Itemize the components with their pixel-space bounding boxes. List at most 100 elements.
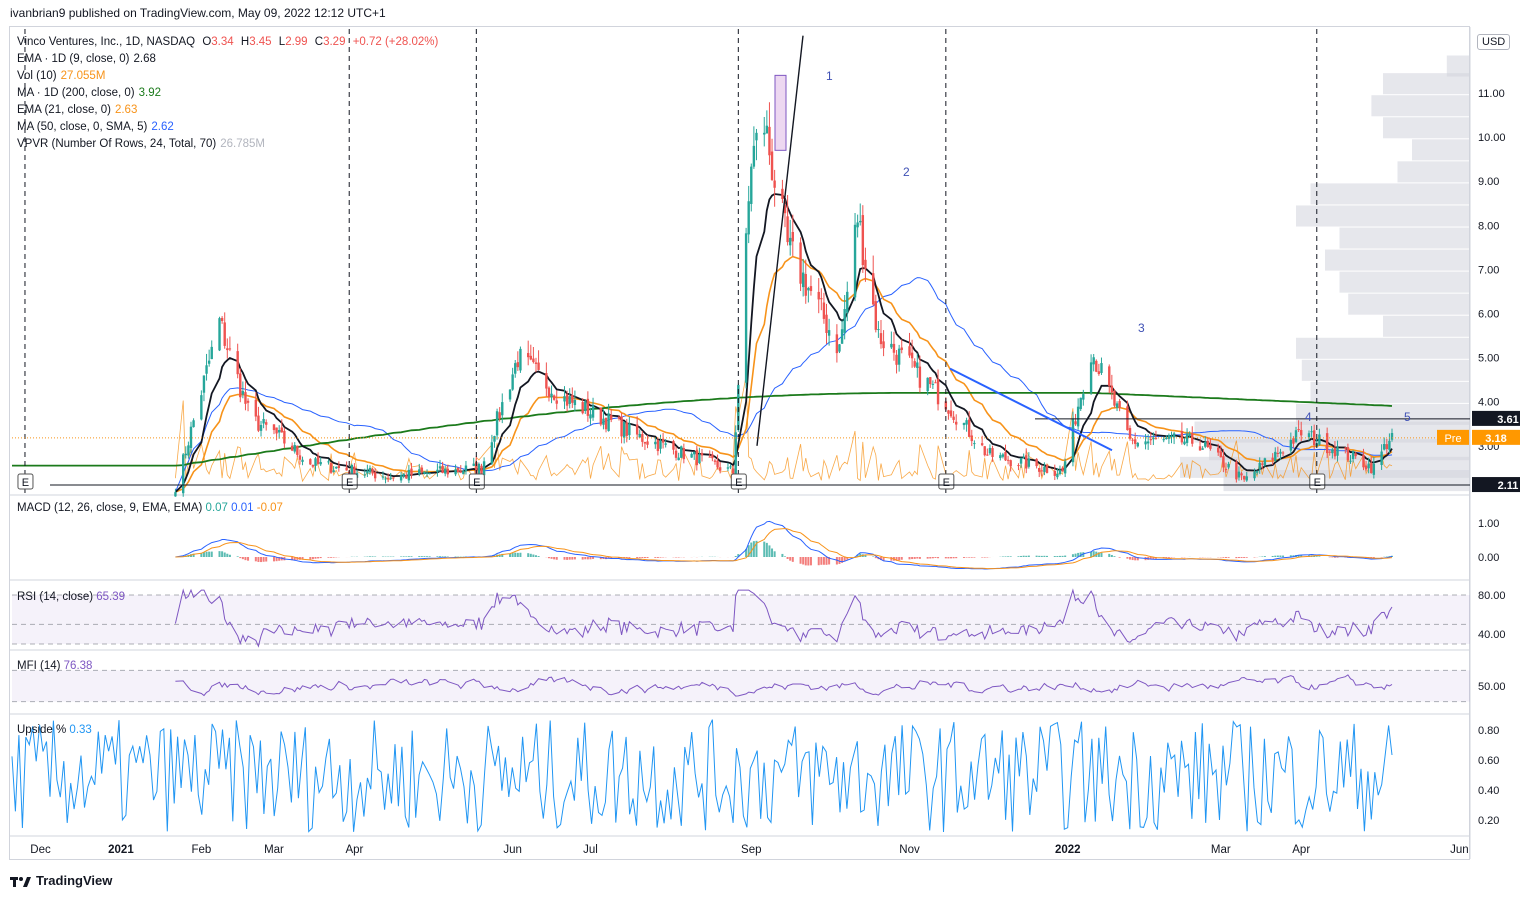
candle <box>674 446 678 461</box>
candle <box>750 163 753 212</box>
candle-body <box>226 348 229 351</box>
time-tick-label: Nov <box>899 844 920 856</box>
macd-pane <box>175 520 1393 570</box>
macd-histogram-bar <box>589 557 592 560</box>
candle-body <box>568 396 571 404</box>
macd-histogram-bar <box>309 557 312 560</box>
legend-ma50[interactable]: MA (50, close, 0, SMA, 5) 2.62 <box>17 119 446 136</box>
candle <box>983 446 986 457</box>
candle-body <box>654 441 657 445</box>
candle <box>363 468 366 478</box>
ma200-value: 3.92 <box>138 87 161 99</box>
candle-body <box>1224 468 1228 470</box>
candle-body <box>1261 463 1264 465</box>
candle-body <box>555 400 558 404</box>
candle <box>1180 422 1184 445</box>
legend-vol[interactable]: Vol (10) 27.055M <box>17 68 446 85</box>
candle <box>622 421 626 444</box>
candle-body <box>381 476 385 478</box>
candle <box>768 102 771 165</box>
macd-histogram-bar <box>825 557 828 565</box>
candle-body <box>1074 421 1077 425</box>
tradingview-footer[interactable]: TradingView <box>10 873 112 888</box>
upside-legend[interactable]: Upside % 0.33 <box>17 724 92 736</box>
candle-body <box>501 402 504 416</box>
candle <box>1383 437 1386 451</box>
legend-ema9[interactable]: EMA · 1D (9, close, 0) 2.68 <box>17 51 446 68</box>
candle-body <box>187 445 190 456</box>
candle <box>988 444 992 456</box>
candle-body <box>900 347 903 350</box>
candle-body <box>1222 456 1225 468</box>
candle <box>1390 428 1394 442</box>
macd-histogram-bar <box>1043 555 1046 557</box>
macd-histogram-bar <box>983 557 986 558</box>
candle-body <box>1113 390 1116 406</box>
low-label: L <box>278 36 286 48</box>
currency-button[interactable]: USD <box>1477 34 1511 50</box>
candle <box>275 427 278 441</box>
candle <box>695 445 699 471</box>
candle-body <box>693 451 696 455</box>
candle <box>239 368 242 403</box>
candle-body <box>182 454 185 494</box>
macd-histogram-bar <box>200 552 203 557</box>
candle <box>752 126 756 169</box>
mfi-legend[interactable]: MFI (14) 76.38 <box>17 660 92 672</box>
legend-ma200[interactable]: MA · 1D (200, close, 0) 3.92 <box>17 85 446 102</box>
candle <box>1092 354 1095 372</box>
candle-body <box>617 417 621 419</box>
candle-body <box>1004 452 1007 461</box>
candle-body <box>373 472 377 479</box>
candle-body <box>1172 433 1176 438</box>
upside-pane <box>11 719 1393 833</box>
candle-body <box>210 346 213 360</box>
candle <box>1274 447 1277 462</box>
legend-vpvr[interactable]: VPVR (Number Of Rows, 24, Total, 70) 26.7… <box>17 136 446 153</box>
macd-histogram-bar <box>1167 557 1170 558</box>
candle <box>1115 401 1119 412</box>
macd-histogram-bar <box>890 557 893 561</box>
candle-body <box>392 477 395 479</box>
macd-histogram-bar <box>568 557 571 560</box>
candle <box>827 318 831 346</box>
candle-body <box>1279 451 1282 454</box>
legend-ema21[interactable]: EMA (21, close, 0) 2.63 <box>17 102 446 119</box>
candle <box>781 179 784 204</box>
macd-histogram-bar <box>444 556 447 557</box>
rsi-tick-label: 80.00 <box>1478 590 1506 602</box>
candle-body <box>552 395 556 400</box>
candle <box>1035 458 1038 469</box>
rsi-legend[interactable]: RSI (14, close) 65.39 <box>17 591 125 603</box>
candle-body <box>1100 363 1103 373</box>
candle-body <box>874 301 877 330</box>
candle-body <box>752 145 756 167</box>
candle <box>407 464 411 484</box>
macd-histogram-bar <box>734 556 737 557</box>
candle-body <box>220 317 224 321</box>
candle <box>1144 434 1147 450</box>
candle-body <box>534 362 538 364</box>
symbol-row[interactable]: Vinco Ventures, Inc., 1D, NASDAQ O3.34 H… <box>17 34 446 51</box>
candle-body <box>897 348 901 365</box>
candle <box>1349 454 1352 464</box>
candle-body <box>1300 429 1303 436</box>
candle <box>1209 438 1212 451</box>
time-tick-label: Jun <box>503 844 522 856</box>
candle <box>1307 430 1311 441</box>
volume-profile-row <box>1223 470 1470 492</box>
close-value: 3.29 <box>323 36 346 48</box>
macd-legend[interactable]: MACD (12, 26, close, 9, EMA, EMA) 0.07 0… <box>17 502 283 514</box>
candle-body <box>700 452 704 456</box>
volume-profile-row <box>1296 205 1470 227</box>
candle <box>861 205 865 273</box>
candle <box>187 441 190 459</box>
candle <box>916 353 919 378</box>
candle-body <box>428 472 431 475</box>
candle-body <box>711 454 714 459</box>
candle-body <box>783 205 787 214</box>
macd-histogram-bar <box>555 557 558 560</box>
candle-body <box>983 446 986 456</box>
macd-histogram-bar <box>275 557 278 562</box>
